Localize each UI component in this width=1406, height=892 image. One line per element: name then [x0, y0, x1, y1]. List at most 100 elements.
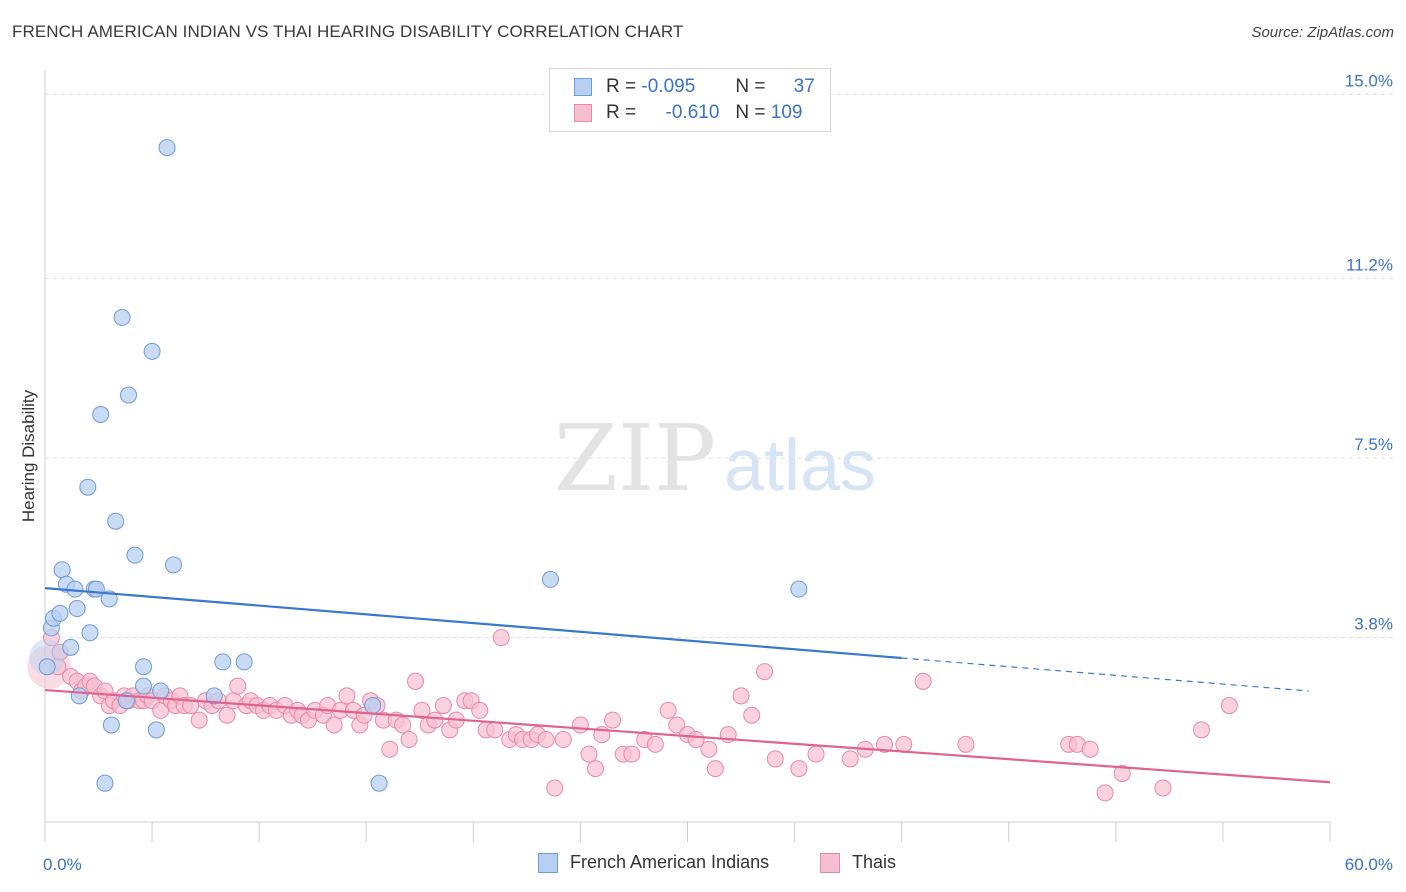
french-american-indian-point [79, 478, 97, 496]
french-american-indian-point [38, 658, 56, 676]
french-american-indian-point [135, 677, 153, 695]
thais-point [756, 663, 774, 681]
french-american-indian-point-cluster [29, 639, 66, 676]
y-tick-label: 3.8% [1354, 615, 1393, 634]
thais-point [807, 745, 825, 763]
french-american-indian-point [62, 638, 80, 656]
thais-point [668, 716, 686, 734]
thais-point [895, 735, 913, 753]
r-value: -0.610 [665, 102, 720, 123]
french-american-indian-point [370, 774, 388, 792]
french-american-indian-point [126, 546, 144, 564]
thais-point [580, 745, 598, 763]
thais-point [413, 701, 431, 719]
french-american-indian-point [165, 556, 182, 574]
pink-swatch [820, 852, 840, 873]
french-american-indian-point [143, 342, 161, 360]
thais-point [700, 740, 718, 758]
thais-point [492, 629, 510, 647]
french-american-indian-point [100, 590, 118, 608]
thais-point [1081, 740, 1099, 758]
y-tick-label: 11.2% [1346, 256, 1393, 275]
thais-point [190, 711, 208, 729]
thais-points [27, 629, 1238, 802]
thais-trend-line [44, 688, 1331, 784]
thais-point [766, 750, 784, 768]
blue-swatch [538, 852, 558, 873]
thais-point [841, 750, 859, 768]
y-tick-label: 15.0% [1345, 71, 1393, 90]
thais-point [400, 731, 418, 749]
thais-point [546, 779, 564, 797]
x-tick-label-max: 60.0% [1345, 855, 1393, 874]
thais-point [957, 735, 975, 753]
r-label: R = [606, 76, 637, 97]
french-american-indian-point [364, 697, 382, 715]
french-american-indian-point [92, 405, 110, 423]
thais-point [706, 760, 724, 778]
tick-labels: 3.8% 7.5% 11.2% 15.0% 0.0% 60.0% [43, 71, 1393, 874]
french-american-indian-point [53, 561, 71, 579]
french-american-indian-point [70, 687, 88, 705]
pink-swatch [574, 104, 592, 122]
chart-title: FRENCH AMERICAN INDIAN VS THAI HEARING D… [12, 22, 684, 41]
axes [44, 70, 1331, 842]
thais-point [790, 760, 808, 778]
thais-point [1113, 764, 1131, 782]
french-american-indian-point [113, 308, 131, 326]
grid-lines [45, 93, 1395, 639]
thais-point [659, 701, 677, 719]
thais-point [537, 731, 555, 749]
thais-point [1193, 721, 1210, 739]
french-american-indian-point [135, 658, 153, 676]
legend-row-thais: R = -0.610 N = 109 [574, 100, 815, 126]
watermark-atlas: atlas [724, 426, 876, 506]
french-american-indian-points [29, 139, 808, 792]
correlation-legend: R = -0.095 N = 37 R = -0.610 N = 109 [549, 68, 831, 132]
bottom-legend-thais: Thais [820, 852, 896, 873]
n-value: 37 [793, 76, 815, 97]
thais-point [646, 735, 664, 753]
thais-point [218, 706, 236, 724]
blue-swatch [574, 78, 592, 96]
french-american-indian-point [235, 653, 253, 671]
french-american-indian-point [541, 570, 559, 588]
x-tick-label-min: 0.0% [43, 855, 82, 874]
french-american-indian-point [81, 624, 99, 642]
french-american-indian-point [51, 604, 69, 622]
thais-point [586, 760, 604, 778]
thais-point [434, 697, 452, 715]
n-label: N = [735, 102, 766, 123]
y-axis-label: Hearing Disability [19, 389, 38, 522]
french-american-indian-point [152, 682, 170, 700]
thais-point [914, 672, 932, 690]
french-american-indian-point [790, 580, 808, 598]
thais-point [1220, 697, 1238, 715]
series-name: Thais [852, 852, 897, 872]
thais-point [229, 677, 247, 695]
french-american-indian-trend-line [44, 587, 902, 660]
series-name: French American Indians [570, 852, 770, 872]
french-american-indian-point [96, 774, 114, 792]
french-american-indian-point [120, 386, 138, 404]
thais-point [571, 716, 589, 734]
r-label: R = [606, 102, 637, 123]
thais-point [338, 687, 356, 705]
french-american-indian-point [107, 512, 125, 530]
legend-row-french-american-indians: R = -0.095 N = 37 [574, 74, 815, 100]
trend-lines [44, 587, 1331, 784]
thais-point [394, 716, 412, 734]
thais-point [1096, 784, 1114, 802]
french-american-indian-trend-extension [901, 657, 1309, 692]
thais-point [325, 716, 343, 734]
r-value: -0.095 [641, 76, 696, 97]
french-american-indian-point [214, 653, 232, 671]
french-american-indian-point [205, 687, 223, 705]
thais-point [743, 706, 761, 724]
thais-point [604, 711, 622, 729]
thais-point [407, 672, 425, 690]
thais-point [732, 687, 750, 705]
french-american-indian-point [102, 716, 120, 734]
n-value: 109 [770, 102, 803, 123]
